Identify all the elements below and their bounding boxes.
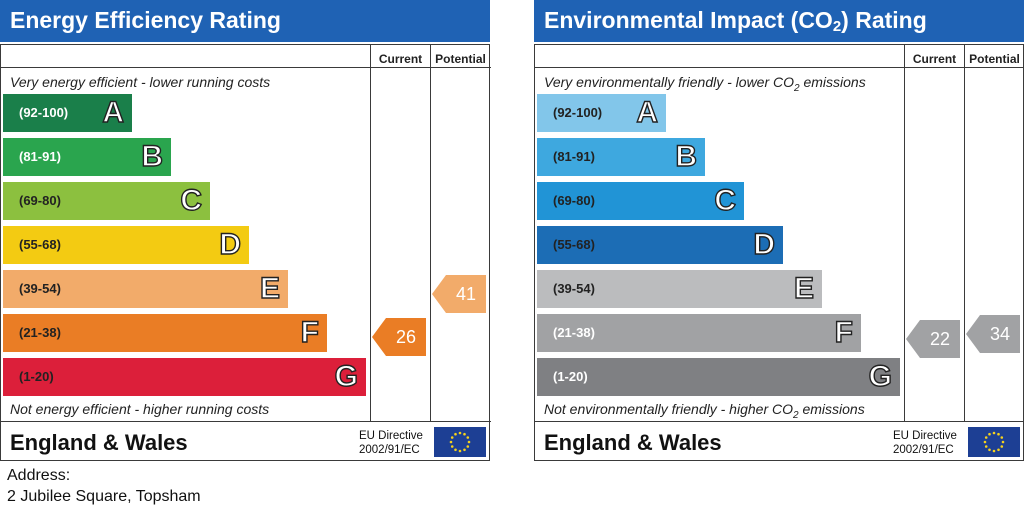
country-label: England & Wales — [544, 430, 722, 455]
potential-rating-arrow-value: 41 — [455, 284, 477, 305]
band-letter: E — [259, 271, 280, 305]
band-range-label: (1-20) — [19, 369, 54, 384]
band-letter: D — [219, 227, 242, 261]
country-label: England & Wales — [10, 430, 188, 455]
bottom-caption: Not environmentally friendly - higher CO… — [544, 401, 865, 421]
band-range-label: (39-54) — [553, 281, 595, 296]
eu-directive-line2: 2002/91/EC — [359, 444, 420, 456]
band-range-label: (81-91) — [19, 149, 61, 164]
chart-title: Environmental Impact (CO2) Rating — [534, 0, 1024, 42]
band-range-label: (69-80) — [553, 193, 595, 208]
potential-rating-arrow: 41 — [432, 275, 486, 314]
rating-band-c: (69-80) C — [3, 182, 210, 220]
band-letter: F — [834, 315, 854, 349]
current-column-divider — [904, 45, 905, 422]
bottom-caption: Not energy efficient - higher running co… — [10, 401, 270, 417]
header-divider — [1, 67, 491, 68]
band-range-label: (21-38) — [553, 325, 595, 340]
band-letter: A — [102, 95, 125, 129]
potential-rating-arrow-value: 34 — [989, 324, 1011, 345]
potential-rating-arrow: 34 — [966, 315, 1020, 354]
rating-band-e: (39-54) E — [3, 270, 288, 308]
band-range-label: (81-91) — [553, 149, 595, 164]
eu-directive-line1: EU Directive — [359, 430, 423, 442]
band-range-label: (1-20) — [553, 369, 588, 384]
band-letter: C — [180, 183, 203, 217]
footer-divider — [1, 421, 491, 422]
band-range-label: (39-54) — [19, 281, 61, 296]
current-column-header: Current — [912, 52, 957, 66]
band-letter: G — [868, 359, 893, 393]
band-range-label: (55-68) — [553, 237, 595, 252]
eu-flag-icon — [434, 427, 486, 457]
rating-band-c: (69-80) C — [537, 182, 744, 220]
current-rating-arrow-value: 22 — [929, 328, 951, 349]
rating-band-f: (21-38) F — [3, 314, 327, 352]
band-range-label: (69-80) — [19, 193, 61, 208]
potential-column-header: Potential — [435, 52, 486, 66]
address-block: Address: 2 Jubilee Square, Topsham — [7, 465, 201, 507]
band-letter: A — [636, 95, 659, 129]
rating-band-b: (81-91) B — [3, 138, 171, 176]
header-divider — [535, 67, 1024, 68]
current-rating-arrow-shape — [372, 318, 426, 357]
rating-band-e: (39-54) E — [537, 270, 822, 308]
current-rating-arrow: 22 — [906, 319, 960, 358]
band-range-label: (92-100) — [19, 105, 69, 120]
potential-column-divider — [964, 45, 965, 422]
rating-band-d: (55-68) D — [3, 226, 249, 264]
band-range-label: (21-38) — [19, 325, 61, 340]
chart-frame: Current Potential Very energy efficient … — [0, 44, 491, 461]
band-range-label: (92-100) — [553, 105, 603, 120]
environmental-impact-chart: Environmental Impact (CO2) Rating Curren… — [534, 0, 1024, 461]
band-letter: E — [793, 271, 814, 305]
potential-rating-arrow-shape — [966, 315, 1020, 354]
current-column-header: Current — [378, 52, 423, 66]
band-letter: D — [753, 227, 776, 261]
energy-efficiency-chart: Energy Efficiency Rating Current Potenti… — [0, 0, 491, 461]
top-caption: Very energy efficient - lower running co… — [10, 74, 271, 90]
top-caption: Very environmentally friendly - lower CO… — [544, 74, 866, 94]
address-line: 2 Jubilee Square, Topsham — [7, 488, 201, 505]
rating-band-g: (1-20) G — [537, 358, 900, 396]
band-range-label: (55-68) — [19, 237, 61, 252]
potential-column-header: Potential — [969, 52, 1020, 66]
address-label: Address: — [7, 467, 71, 484]
rating-band-b: (81-91) B — [537, 138, 705, 176]
rating-band-g: (1-20) G — [3, 358, 366, 396]
rating-band-d: (55-68) D — [537, 226, 783, 264]
eu-directive-line2: 2002/91/EC — [893, 444, 954, 456]
potential-column-divider — [430, 45, 431, 422]
current-rating-arrow: 26 — [372, 318, 426, 357]
current-rating-arrow-value: 26 — [395, 327, 417, 348]
chart-frame: Current Potential Very environmentally f… — [534, 44, 1024, 461]
band-letter: F — [300, 315, 320, 349]
band-letter: B — [675, 139, 698, 173]
band-letter: G — [334, 359, 359, 393]
rating-band-a: (92-100) A — [537, 94, 666, 132]
current-column-divider — [370, 45, 371, 422]
eu-directive-line1: EU Directive — [893, 430, 957, 442]
eu-directive-text: EU Directive 2002/91/EC — [359, 429, 423, 457]
current-rating-arrow-shape — [906, 319, 960, 358]
band-letter: B — [141, 139, 164, 173]
rating-band-a: (92-100) A — [3, 94, 132, 132]
rating-band-f: (21-38) F — [537, 314, 861, 352]
potential-rating-arrow-shape — [432, 275, 486, 314]
eu-flag-icon — [968, 427, 1020, 457]
band-letter: C — [714, 183, 737, 217]
eu-directive-text: EU Directive 2002/91/EC — [893, 429, 957, 457]
footer-divider — [535, 421, 1024, 422]
chart-title: Energy Efficiency Rating — [0, 0, 490, 42]
